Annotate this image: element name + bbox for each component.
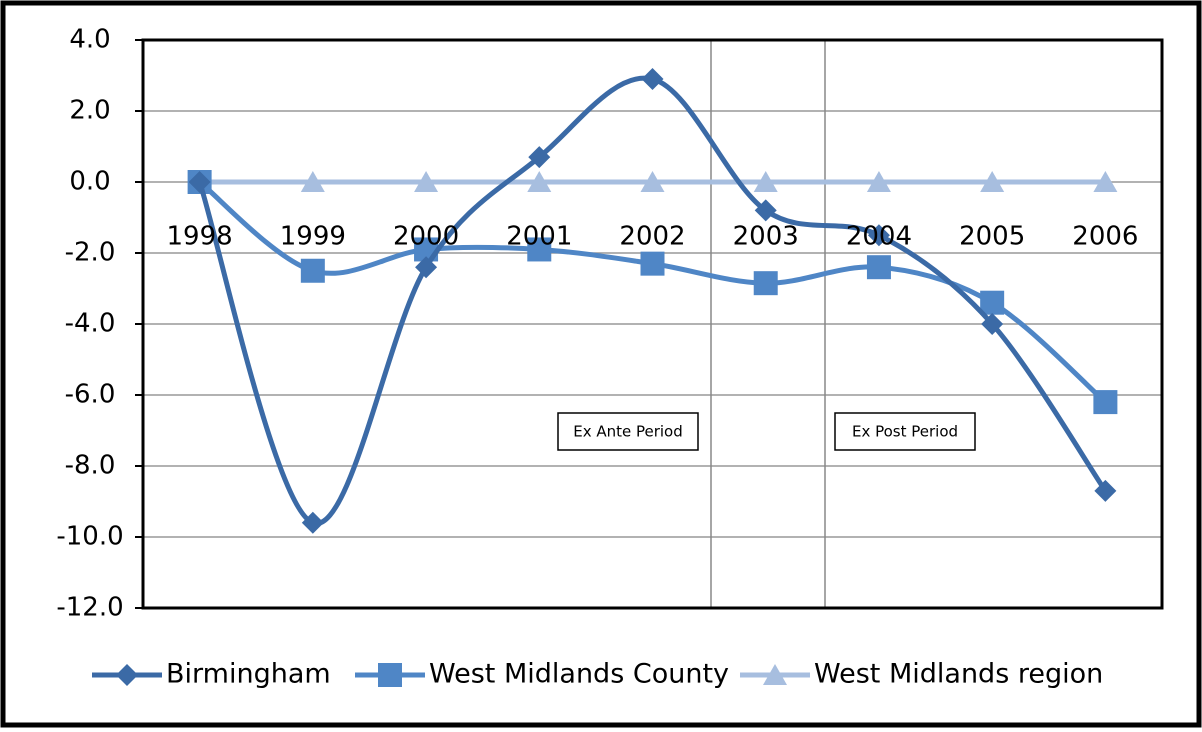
marker (763, 664, 787, 685)
x-tick-label: 2002 (619, 222, 685, 252)
plot (187, 68, 1118, 534)
y-tick-label: -2.0 (65, 238, 116, 268)
marker (641, 68, 664, 91)
marker (640, 171, 665, 192)
x-tick-label: 2001 (506, 222, 572, 252)
marker (867, 224, 890, 247)
marker (1093, 171, 1118, 192)
legend-label: West Midlands County (429, 659, 729, 690)
y-tick-label: -12.0 (56, 593, 123, 623)
y-tick-label: -10.0 (56, 522, 123, 552)
marker (753, 271, 778, 296)
y-tick-label: -8.0 (65, 451, 116, 481)
annotation: Ex Post Period (852, 423, 958, 441)
y-tick-label: 0.0 (69, 167, 110, 197)
marker (753, 171, 778, 192)
x-tick-label: 2003 (733, 222, 799, 252)
marker (981, 313, 1004, 335)
marker (980, 171, 1005, 192)
x-tick-label: 2006 (1072, 222, 1138, 252)
marker (528, 146, 551, 169)
marker (414, 171, 439, 192)
legend-label: West Midlands region (814, 659, 1103, 690)
marker (300, 171, 325, 192)
marker (980, 290, 1005, 315)
legend: Birmingham West Midlands County West Midla… (92, 659, 1103, 690)
marker (116, 664, 138, 686)
marker (527, 237, 552, 262)
x-tick-label: 2004 (846, 222, 912, 252)
marker (754, 199, 777, 222)
x-tick-label: 2000 (393, 222, 459, 252)
marker (1094, 479, 1117, 502)
legend-item: Birmingham (92, 659, 331, 690)
y-tick-label: -6.0 (65, 380, 116, 410)
marker (866, 171, 891, 192)
marker (378, 663, 402, 687)
plot-border (141, 38, 1164, 610)
legend-label: Birmingham (166, 659, 331, 690)
marker (866, 255, 891, 280)
x-tick-label: 1998 (167, 222, 233, 252)
marker (188, 171, 211, 193)
annotation-box (557, 412, 699, 451)
y-tick-label: -4.0 (65, 309, 116, 339)
legend-item: West Midlands region (740, 659, 1103, 690)
y-tick-label: 4.0 (69, 25, 110, 55)
y-tick-label: 2.0 (69, 96, 110, 126)
x-tick-label: 2005 (959, 222, 1025, 252)
marker (640, 251, 665, 276)
legend-item: West Midlands County (355, 659, 729, 690)
marker (415, 256, 438, 279)
marker (300, 258, 325, 283)
marker (1093, 390, 1118, 415)
marker (527, 171, 552, 192)
annotation: Ex Ante Period (573, 423, 683, 441)
marker (301, 511, 324, 534)
annotation-box (834, 412, 976, 451)
x-tick-label: 1999 (280, 222, 346, 252)
